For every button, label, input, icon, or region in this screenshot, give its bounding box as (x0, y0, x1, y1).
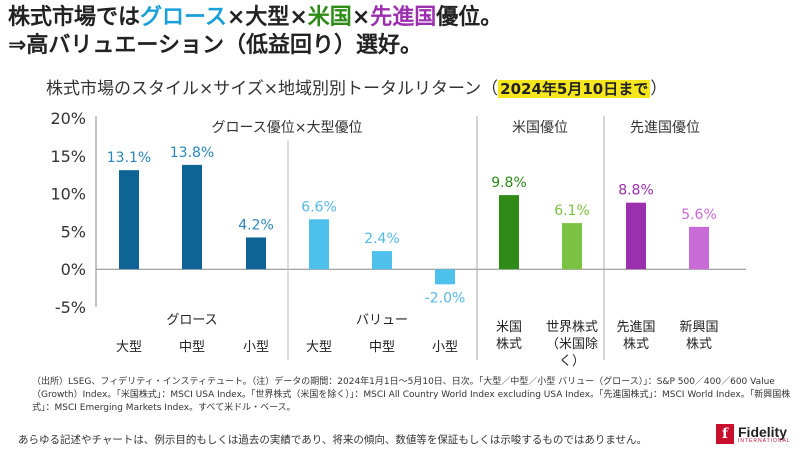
y-tick-label: 20% (50, 109, 86, 128)
category-label: 小型 (432, 340, 458, 355)
category-label: 新興国 (679, 319, 718, 335)
fidelity-logo-icon: f (716, 424, 734, 444)
y-tick-label: 10% (50, 185, 86, 204)
bar (562, 223, 582, 270)
data-label: 9.8% (491, 175, 527, 191)
y-tick-label: 0% (61, 260, 86, 279)
data-label: 13.8% (170, 145, 214, 161)
style-label-value: バリュー (356, 313, 408, 328)
bar (626, 202, 646, 270)
headline-line1: 株式市場ではグロース×大型×米国×先進国優位。 (8, 4, 798, 32)
fidelity-logo: f Fidelity INTERNATIONAL (716, 424, 791, 444)
data-label: 5.6% (681, 207, 717, 223)
style-label-growth: グロース (166, 313, 217, 328)
headline-text: 株式市場では (8, 5, 141, 30)
data-label: -2.0% (425, 290, 466, 306)
headline-text: × (351, 5, 371, 30)
category-label: 株式 (496, 337, 522, 352)
disclaimer: あらゆる記述やチャートは、例示目的もしくは過去の実績であり、将来の傾向、数値等を… (18, 434, 648, 446)
data-label: 8.8% (618, 183, 654, 199)
bar-chart: -5% 0% 5% 10% 15% 20% グロース優位×大型優位 米国優位 先進国優位 13.1… (50, 109, 746, 369)
y-tick-label: 15% (50, 147, 86, 166)
category-label: 小型 (243, 340, 269, 355)
data-label: 13.1% (107, 150, 151, 166)
bar (309, 219, 329, 270)
headline-line2: ⇒高バリュエーション（低益回り）選好。 (8, 33, 422, 58)
bar (182, 164, 202, 270)
category-label: 米国 (496, 320, 522, 335)
section-header: 先進国優位 (630, 120, 700, 136)
category-label: く） (559, 354, 585, 369)
headline-text: ×大型× (226, 5, 308, 30)
headline: 株式市場ではグロース×大型×米国×先進国優位。 ⇒高バリュエーション（低益回り）… (8, 4, 798, 60)
data-label: 2.4% (364, 231, 400, 247)
category-label: 先進国 (616, 320, 655, 335)
category-label: 大型 (306, 340, 332, 355)
data-label: 6.6% (301, 199, 337, 215)
logo-sub: INTERNATIONAL (738, 437, 791, 444)
data-label: 6.1% (554, 203, 590, 219)
bar (372, 251, 392, 270)
footnote: （出所）LSEG、フィデリティ・インスティテュート。（注）データの期間：2024… (32, 377, 791, 413)
category-label: 株式 (623, 337, 649, 352)
headline-developed: 先進国 (370, 5, 437, 30)
subtitle-close: ） (650, 79, 668, 99)
bar (689, 226, 709, 270)
headline-text: 優位。 (436, 5, 503, 30)
headline-growth: グロース (140, 5, 227, 30)
category-label: 大型 (116, 340, 142, 355)
data-label: 4.2% (238, 217, 274, 233)
bar (119, 170, 139, 270)
chart-subtitle: 株式市場のスタイル×サイズ×地域別別トータルリターン（ 2024年5月10日まで） (46, 76, 667, 102)
category-label: 株式 (686, 337, 712, 352)
section-header: グロース優位×大型優位 (211, 120, 362, 136)
y-tick-label: 5% (61, 222, 86, 241)
category-label: 中型 (179, 340, 205, 355)
subtitle-date-highlight: 2024年5月10日まで (498, 80, 651, 98)
bar (435, 269, 455, 285)
category-label: （米国除 (546, 337, 598, 352)
headline-us: 米国 (307, 5, 352, 30)
section-header: 米国優位 (512, 120, 568, 136)
subtitle-text: 株式市場のスタイル×サイズ×地域別別トータルリターン（ (46, 79, 499, 99)
bar (246, 237, 266, 270)
y-tick-label: -5% (55, 298, 86, 317)
bar (499, 195, 519, 270)
logo-name: Fidelity (738, 423, 788, 440)
logo-text: Fidelity INTERNATIONAL (738, 425, 791, 444)
category-label: 中型 (369, 340, 395, 355)
category-label: 世界株式 (546, 320, 598, 335)
